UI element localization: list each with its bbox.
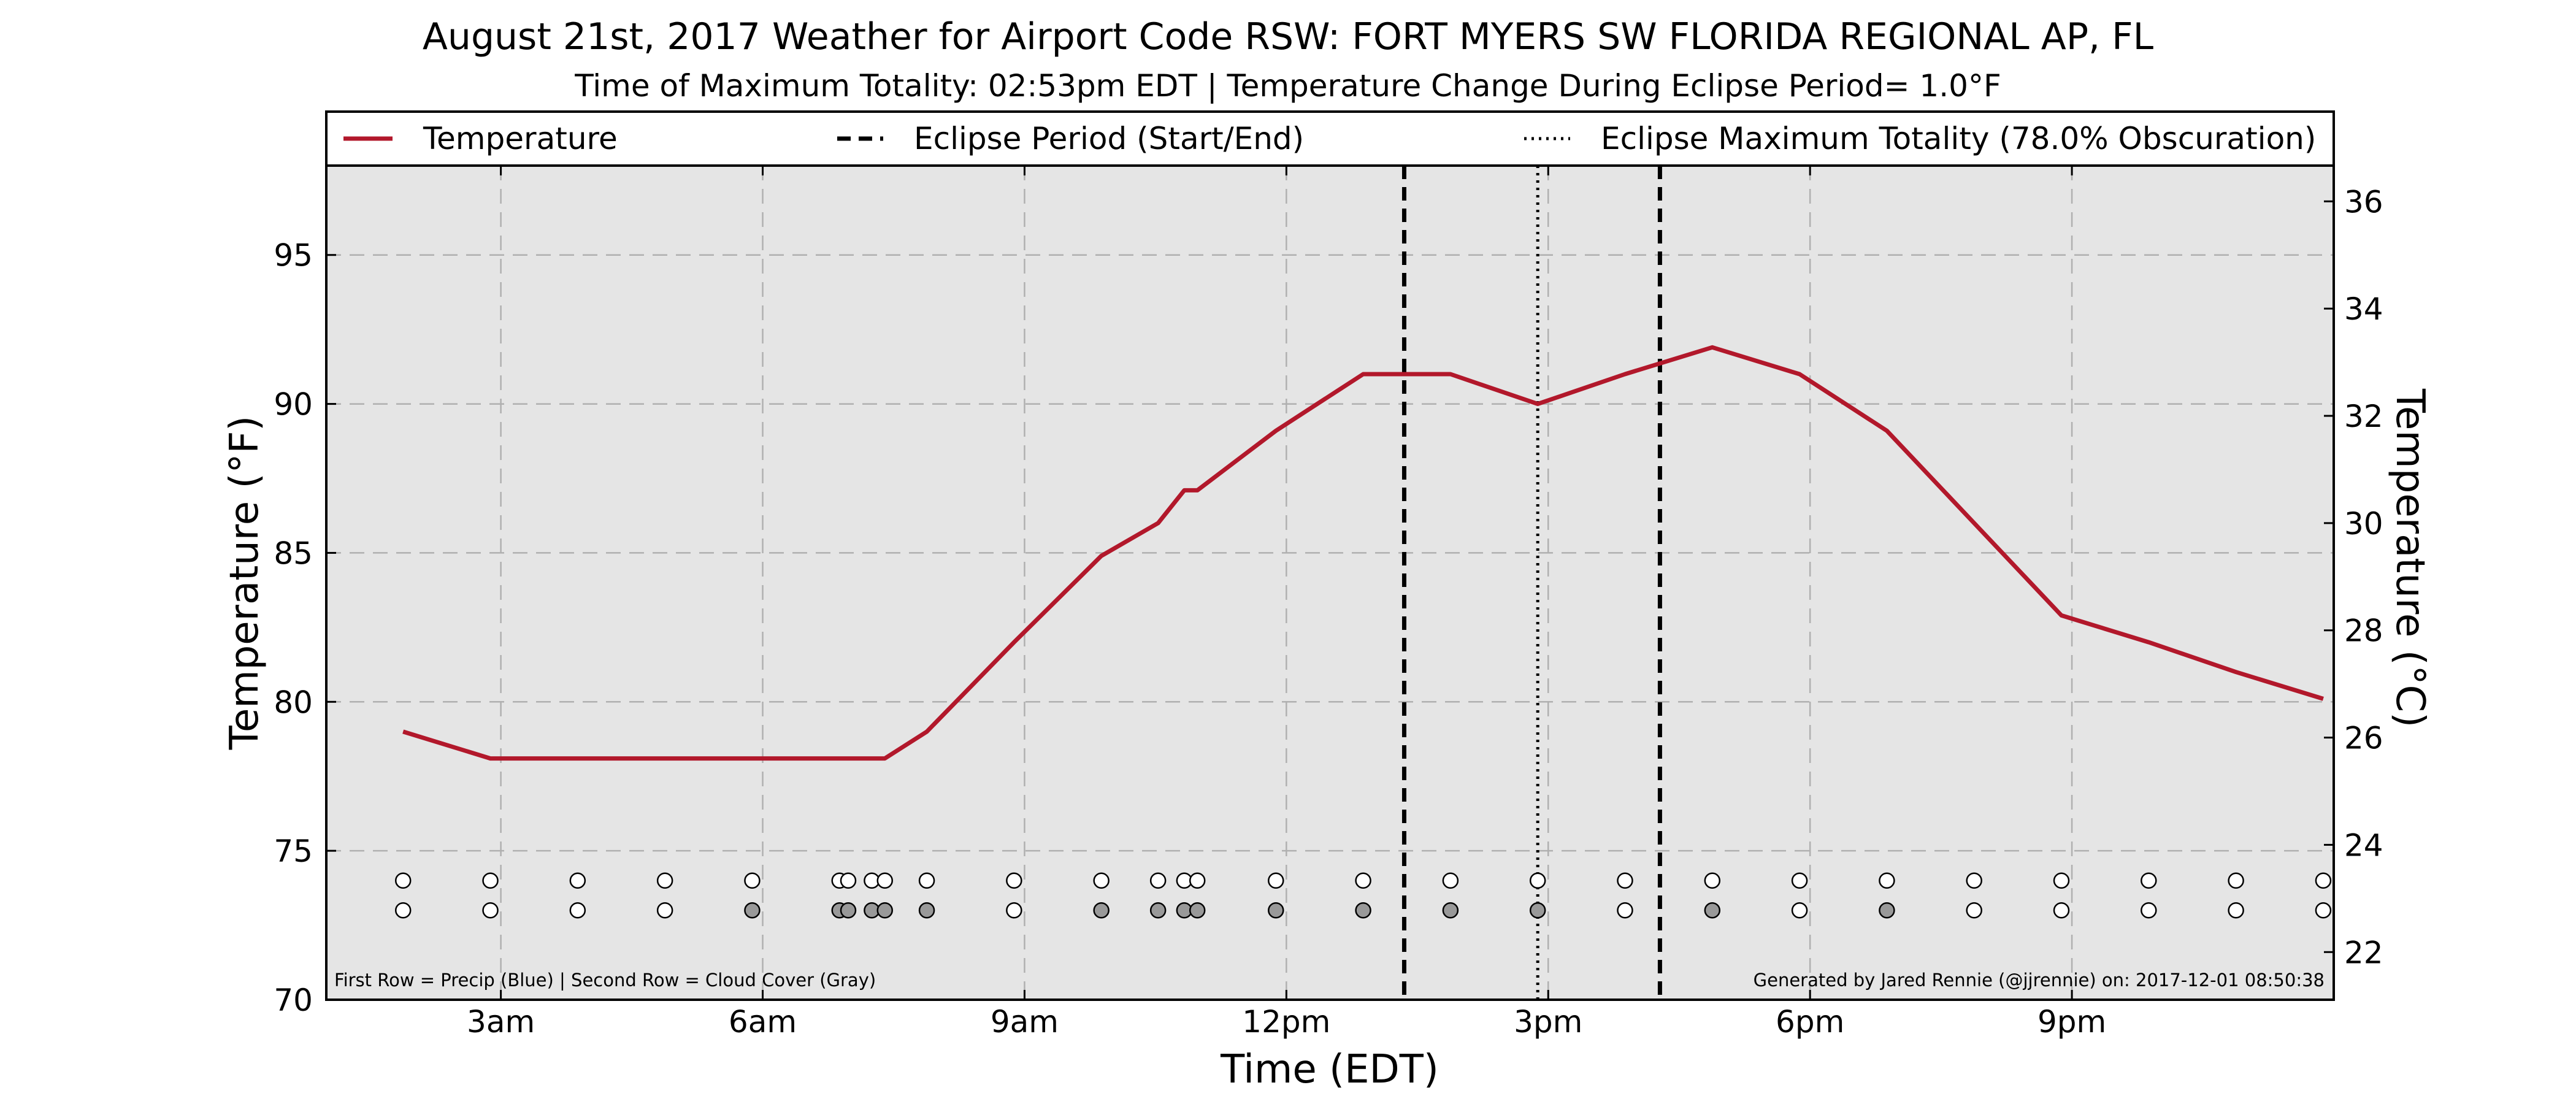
- x-tick-label: 9pm: [2037, 1004, 2106, 1040]
- cloud-cover-dot: [1966, 902, 1982, 919]
- y-tick-label: 90: [274, 387, 313, 423]
- footnote-right: Generated by Jared Rennie (@jjrennie) on…: [1754, 970, 2325, 991]
- precip-dot: [482, 872, 499, 889]
- precip-dot: [1617, 872, 1633, 889]
- x-axis-ticks: 3am 6am 9am 12pm 3pm 6pm 9pm: [467, 166, 2106, 1040]
- legend-label: Temperature: [423, 121, 618, 156]
- y2-tick-label: 26: [2344, 721, 2383, 756]
- y2-tick-label: 24: [2344, 827, 2383, 863]
- cloud-cover-dot: [840, 902, 857, 919]
- y-tick-label: 85: [274, 535, 313, 571]
- cloud-cover-dot: [1189, 902, 1206, 919]
- precip-dot: [1268, 872, 1284, 889]
- y2-tick-label: 36: [2344, 184, 2383, 220]
- cloud-cover-dot: [876, 902, 893, 919]
- cloud-cover-dot: [1529, 902, 1546, 919]
- precip-dot: [2141, 872, 2157, 889]
- x-tick-label: 6pm: [1776, 1004, 1844, 1040]
- y-axis-label: Temperature (°F): [222, 416, 267, 751]
- footnote-left: First Row = Precip (Blue) | Second Row =…: [334, 970, 876, 991]
- plot-area: [326, 166, 2334, 1000]
- cloud-cover-dot: [1704, 902, 1721, 919]
- x-axis-label: Time (EDT): [1220, 1047, 1439, 1092]
- y2-tick-label: 32: [2344, 399, 2383, 434]
- precip-dot: [1189, 872, 1206, 889]
- observation-dots: [394, 872, 2332, 919]
- x-tick-label: 6am: [729, 1004, 797, 1040]
- cloud-cover-dot: [1355, 902, 1371, 919]
- precip-dot: [840, 872, 857, 889]
- precip-dot: [918, 872, 935, 889]
- precip-dot: [1529, 872, 1546, 889]
- cloud-cover-dot: [394, 902, 412, 919]
- y-tick-label: 70: [274, 983, 313, 1018]
- y-axis-ticks: 70 75 80 85 90 95: [274, 238, 336, 1018]
- y-tick-label: 75: [274, 834, 313, 869]
- precip-dot: [656, 872, 673, 889]
- cloud-cover-dot: [482, 902, 499, 919]
- cloud-cover-dot: [744, 902, 761, 919]
- cloud-cover-dot: [918, 902, 935, 919]
- cloud-cover-dot: [2141, 902, 2157, 919]
- precip-dot: [1791, 872, 1808, 889]
- y2-axis-label: Temperature (°C): [2387, 388, 2432, 727]
- y2-tick-label: 30: [2344, 506, 2383, 542]
- precip-dot: [1704, 872, 1721, 889]
- chart-title: August 21st, 2017 Weather for Airport Co…: [423, 15, 2154, 58]
- precip-dot: [876, 872, 893, 889]
- precip-dot: [1149, 872, 1167, 889]
- precip-dot: [744, 872, 761, 889]
- cloud-cover-dot: [656, 902, 673, 919]
- precip-dot: [1355, 872, 1371, 889]
- y-tick-label: 80: [274, 684, 313, 720]
- cloud-cover-dot: [2228, 902, 2244, 919]
- cloud-cover-dot: [1093, 902, 1110, 919]
- temperature-line: [402, 345, 2324, 761]
- legend-label: Eclipse Period (Start/End): [914, 121, 1304, 156]
- cloud-cover-dot: [1879, 902, 1895, 919]
- precip-dot: [2053, 872, 2070, 889]
- cloud-cover-dot: [1006, 902, 1022, 919]
- cloud-cover-dot: [2053, 902, 2070, 919]
- x-tick-label: 12pm: [1242, 1004, 1330, 1040]
- cloud-cover-dot: [1617, 902, 1633, 919]
- precip-dot: [569, 872, 586, 889]
- x-tick-label: 3pm: [1514, 1004, 1582, 1040]
- cloud-cover-dot: [1149, 902, 1167, 919]
- cloud-cover-dot: [1268, 902, 1284, 919]
- eclipse-markers: [1401, 166, 1662, 1000]
- y2-tick-label: 22: [2344, 935, 2383, 970]
- precip-dot: [2228, 872, 2244, 889]
- cloud-cover-dot: [1442, 902, 1459, 919]
- x-tick-label: 3am: [467, 1004, 535, 1040]
- temperature-series: [402, 345, 2324, 761]
- cloud-cover-dot: [2315, 902, 2332, 919]
- y2-axis-ticks: 22 24 26 28 30 32 34 36: [2324, 184, 2383, 970]
- chart-subtitle: Time of Maximum Totality: 02:53pm EDT | …: [574, 68, 2001, 104]
- precip-dot: [2315, 872, 2332, 889]
- x-tick-label: 9am: [991, 1004, 1059, 1040]
- precip-dot: [1879, 872, 1895, 889]
- precip-dot: [1442, 872, 1459, 889]
- cloud-cover-dot: [1791, 902, 1808, 919]
- cloud-cover-dot: [569, 902, 586, 919]
- legend-box: [325, 110, 2335, 167]
- precip-dot: [1966, 872, 1982, 889]
- legend-label: Eclipse Maximum Totality (78.0% Obscurat…: [1601, 121, 2316, 156]
- y2-tick-label: 28: [2344, 613, 2383, 649]
- precip-dot: [394, 872, 412, 889]
- y2-tick-label: 34: [2344, 291, 2383, 327]
- legend: Temperature Eclipse Period (Start/End) Ecl…: [325, 110, 2335, 167]
- y-tick-label: 95: [274, 238, 313, 274]
- precip-dot: [1006, 872, 1022, 889]
- precip-dot: [1093, 872, 1110, 889]
